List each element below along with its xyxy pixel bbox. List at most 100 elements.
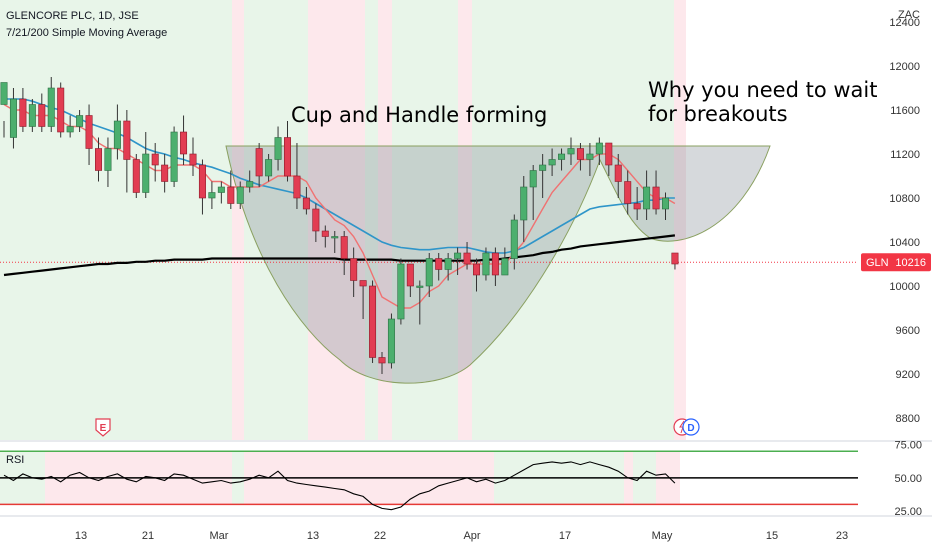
candle: [189, 137, 197, 176]
annotation-wait-line1: Why you need to wait: [648, 78, 878, 102]
rsi-tick-label: 75.00: [894, 440, 922, 452]
last-price-badge: [861, 253, 931, 272]
candle-body: [265, 159, 273, 177]
candle-body: [57, 87, 65, 133]
candle-body: [558, 153, 566, 160]
candle-body: [567, 148, 575, 155]
candle: [9, 88, 17, 149]
price-tick-label: 12000: [889, 61, 920, 73]
candle: [633, 187, 641, 220]
candle: [425, 253, 433, 297]
candle: [47, 77, 55, 132]
candle-body: [614, 164, 622, 182]
candle: [444, 253, 452, 281]
candle: [595, 137, 603, 165]
annotation-wait-line2: for breakouts: [648, 102, 788, 126]
candle: [671, 252, 679, 270]
candle: [576, 143, 584, 171]
candle: [661, 192, 669, 220]
candle-body: [236, 186, 244, 204]
symbol-title: GLENCORE PLC, 1D, JSE: [6, 10, 139, 22]
candle-body: [331, 236, 339, 239]
candle-body: [510, 219, 518, 259]
candle: [340, 231, 348, 275]
session-band: [472, 0, 674, 440]
price-tick-label: 11200: [890, 149, 920, 161]
candle-body: [208, 192, 216, 199]
candle-body: [151, 153, 159, 166]
earnings-marker-label: E: [100, 423, 107, 434]
candle: [19, 88, 27, 132]
candle-body: [520, 186, 528, 221]
sma-200-line: [3, 234, 676, 277]
candle: [350, 247, 358, 297]
x-tick-label: May: [652, 530, 673, 542]
x-tick-label: 13: [75, 530, 87, 542]
candle-body: [312, 208, 320, 232]
candle-body: [454, 252, 462, 259]
candle-body: [416, 285, 424, 288]
candle: [76, 110, 84, 132]
price-tick-label: 12400: [889, 17, 920, 29]
candle: [312, 203, 320, 242]
candle-body: [472, 263, 480, 276]
annotation-cup-handle: Cup and Handle forming: [291, 103, 548, 127]
candle-body: [321, 230, 329, 237]
candle-body: [605, 142, 613, 166]
candle: [472, 258, 480, 292]
candle: [397, 258, 405, 325]
candle: [558, 148, 566, 171]
candle: [567, 137, 575, 165]
candle-body: [170, 131, 178, 182]
candle: [378, 352, 386, 374]
candle-body: [359, 280, 367, 287]
candle-body: [643, 186, 651, 210]
x-tick-label: Apr: [463, 530, 480, 542]
earnings-marker-shape: [95, 418, 111, 437]
dividend-marker-icon: [682, 418, 700, 436]
candle: [548, 148, 556, 176]
candle: [406, 263, 414, 297]
candle-body: [161, 164, 169, 182]
candle-body: [501, 258, 509, 276]
dividend-marker-label: D: [687, 423, 694, 434]
currency-label: ZAC: [898, 9, 920, 21]
candle-body: [66, 126, 74, 133]
candle-body: [652, 186, 660, 210]
candle-body: [28, 104, 36, 127]
price-tick-label: 10400: [889, 237, 920, 249]
candle-body: [123, 120, 131, 160]
candle: [652, 170, 660, 215]
candle: [227, 170, 235, 209]
rsi-tick-label: 50.00: [894, 473, 922, 485]
x-tick-label: 15: [766, 530, 778, 542]
candle: [57, 82, 65, 138]
candle: [501, 247, 509, 276]
candle: [321, 225, 329, 248]
session-band: [0, 0, 232, 440]
candle-body: [387, 318, 395, 364]
candle: [113, 104, 121, 160]
price-tick-label: 9200: [896, 369, 920, 381]
price-tick-label: 9600: [896, 325, 920, 337]
session-band: [232, 0, 244, 440]
candle-body: [38, 104, 46, 127]
candle: [255, 143, 263, 187]
candle-body: [406, 263, 414, 287]
candle: [38, 93, 46, 132]
candle-body: [369, 285, 377, 358]
candle: [283, 121, 291, 182]
candle: [66, 115, 74, 138]
candle-body: [255, 148, 263, 177]
candle-body: [246, 181, 254, 188]
candle-body: [180, 131, 188, 155]
candle: [302, 187, 310, 215]
candle: [28, 99, 36, 132]
candle-body: [0, 82, 8, 105]
candle: [293, 143, 301, 209]
candle: [104, 137, 112, 187]
candle-body: [189, 153, 197, 166]
candle: [520, 176, 528, 242]
candle: [529, 165, 537, 220]
candle-body: [671, 252, 679, 265]
